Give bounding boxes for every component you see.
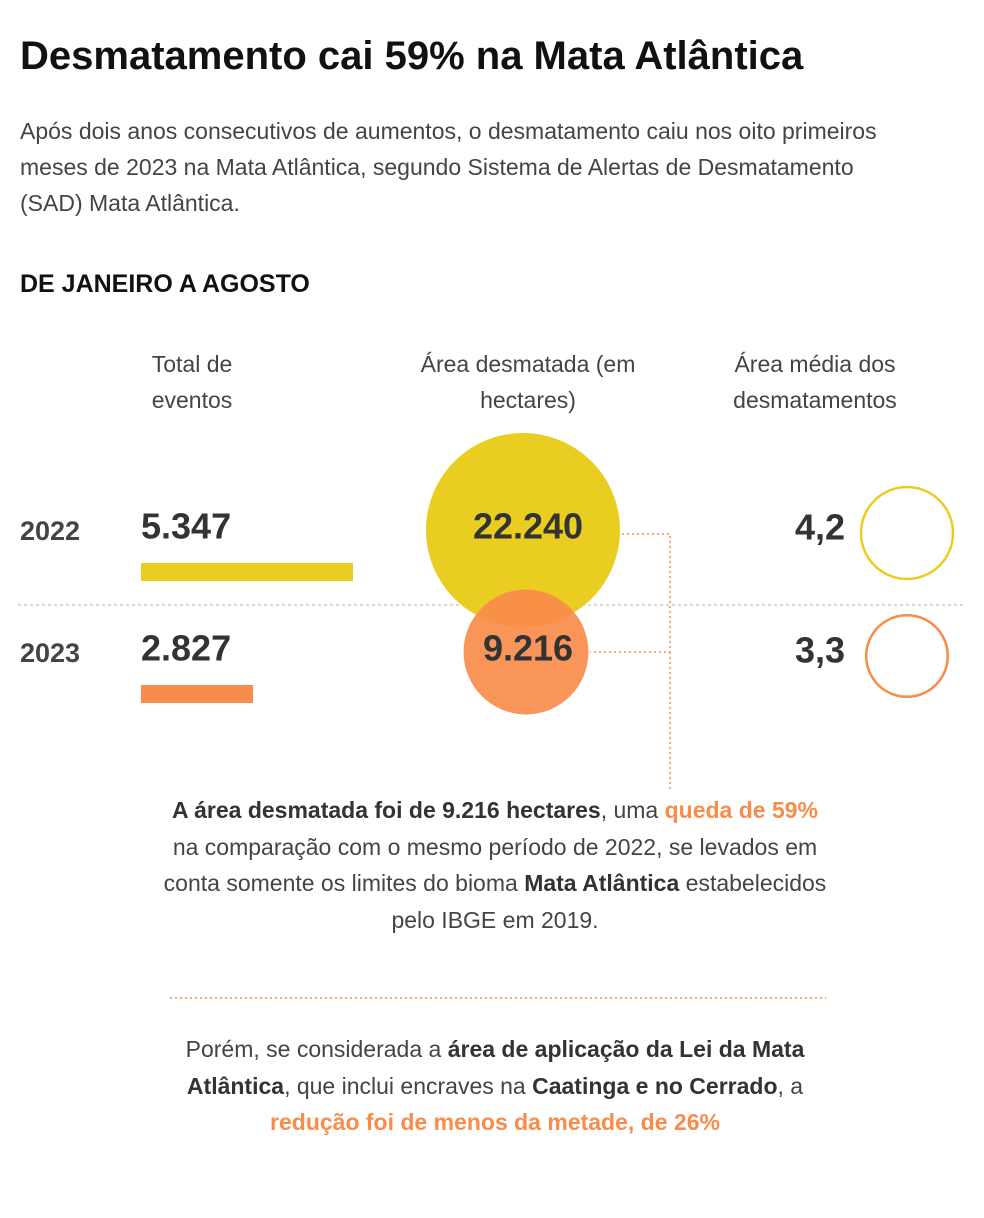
title: Desmatamento cai 59% na Mata Atlântica: [20, 34, 804, 78]
column-header: Área desmatada (em hectares): [420, 351, 636, 413]
bar: [141, 685, 254, 703]
note-text: Mata Atlântica: [524, 870, 680, 896]
value-label: 3,3: [795, 630, 845, 671]
value-label: 22.240: [473, 506, 583, 547]
value-label: 5.347: [141, 506, 231, 547]
section-heading: DE JANEIRO A AGOSTO: [20, 270, 310, 298]
note-text: , a: [777, 1072, 804, 1099]
note-text: redução foi de menos da metade, de 26%: [270, 1109, 720, 1135]
column-header: Total de eventos: [151, 351, 233, 413]
ring: [864, 613, 950, 699]
divider: [170, 997, 826, 999]
column-header: Área média dos desmatamentos: [733, 351, 897, 413]
subtitle: Após dois anos consecutivos de aumentos,…: [20, 118, 877, 216]
note-text: queda de 59%: [664, 797, 818, 823]
year-label: 2023: [20, 638, 80, 668]
marks: 2022 5.347 2023 2.827 22.240 9.216 4,2 3,3: [20, 433, 955, 715]
note: A área desmatada foi de 9.216 hectares, …: [160, 792, 830, 938]
bubble: [426, 433, 620, 627]
ring: [859, 485, 955, 581]
note-text: na comparação com o mesmo período de 202…: [163, 833, 818, 897]
year-label: 2022: [20, 516, 80, 546]
note-text: Caatinga e no Cerrado: [532, 1072, 778, 1099]
value-label: 4,2: [795, 507, 845, 548]
note-text: estabelecidos pelo IBGE em 2019.: [391, 870, 827, 933]
note: Porém, se considerada a área de aplicaçã…: [160, 1031, 830, 1141]
connector: [590, 533, 671, 790]
note-text: , que inclui encraves na: [284, 1072, 533, 1099]
value-label: 9.216: [483, 628, 573, 669]
note-text: área de aplicação da Lei da Mata Atlânti…: [186, 1036, 805, 1099]
note-text: , uma: [600, 797, 665, 823]
bubble: [463, 589, 589, 715]
note-text: A área desmatada foi de 9.216 hectares: [171, 797, 601, 823]
note-text: Porém, se considerada a: [185, 1036, 448, 1062]
chart: 2022 5.347 2023 2.827 22.240 9.216 4,2 3,3: [18, 433, 966, 790]
bar: [141, 563, 353, 581]
value-label: 2.827: [141, 628, 231, 669]
